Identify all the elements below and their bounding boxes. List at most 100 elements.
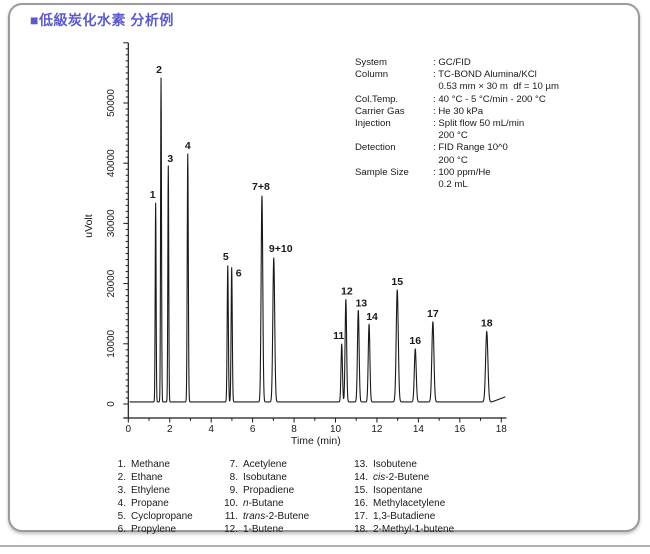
method-info-label: System <box>355 57 387 68</box>
legend-item-number: 16. <box>354 498 368 509</box>
method-info-row: Injection : Split flow 50 mL/min <box>355 118 635 130</box>
legend-item: 12. 1-Butene <box>220 523 309 536</box>
legend-item-name: Propylene <box>131 524 177 535</box>
method-info-row: System : GC/FID <box>355 57 635 69</box>
content-panel <box>8 3 640 532</box>
chromatogram-trace <box>129 77 506 403</box>
peak-label: 7+8 <box>252 181 270 193</box>
legend-item-number: 10. <box>224 498 238 509</box>
peak-label: 1 <box>150 189 156 201</box>
method-info-value: : He 30 kPa <box>433 105 484 117</box>
peak-label: 13 <box>355 297 367 309</box>
method-info-label: Col.Temp. <box>355 93 399 105</box>
legend-item-number: 11. <box>224 511 238 522</box>
legend-item: 4. Propane <box>108 497 193 510</box>
legend-item-name: n-Butane <box>243 498 284 509</box>
peak-label: 9+10 <box>269 243 293 255</box>
y-tick-label: 10000 <box>106 329 117 357</box>
peak-label: 11 <box>333 330 344 342</box>
legend-item-number: 2. <box>117 472 126 483</box>
y-tick-label: 30000 <box>106 209 117 237</box>
peak-label: 12 <box>341 286 353 298</box>
legend-item: 5. Cyclopropane <box>108 510 193 523</box>
y-tick-label: 20000 <box>106 269 117 297</box>
legend-item-name: Ethylene <box>131 485 170 496</box>
x-axis-title: Time (min) <box>291 435 341 447</box>
x-tick-label: 10 <box>330 424 342 435</box>
peak-label: 2 <box>156 64 162 76</box>
peak-label: 6 <box>236 268 242 280</box>
legend-item: 18. 2-Methyl-1-butene <box>350 523 454 536</box>
legend-item: 2. Ethane <box>108 471 193 484</box>
legend-item-number: 15. <box>354 485 368 496</box>
y-tick-label: 0 <box>106 401 117 407</box>
peak-label: 15 <box>391 276 403 288</box>
method-info-value: : Split flow 50 mL/min <box>433 118 525 130</box>
method-info-label: Detection <box>355 142 396 154</box>
method-info-value: : FID Range 10^0 <box>433 142 508 154</box>
y-tick-label: 40000 <box>106 149 117 177</box>
legend-item-name: 1,3-Butadiene <box>373 511 436 522</box>
method-info-value: : 40 °C - 5 °C/min - 200 °C <box>433 93 546 105</box>
method-info-row: Column : TC-BOND Alumina/KCl <box>355 69 635 81</box>
legend-item-name: Ethane <box>131 472 163 483</box>
legend-item-name: Isopentane <box>373 485 423 496</box>
x-tick-label: 0 <box>126 424 132 435</box>
legend-item-name: Methylacetylene <box>373 498 446 509</box>
method-info-row: Sample Size : 100 ppm/He <box>355 167 635 179</box>
legend-item-number: 17. <box>354 511 368 522</box>
legend-item: 3. Ethylene <box>108 484 193 497</box>
legend-item-number: 1. <box>117 459 126 470</box>
method-info-row: 0.2 mL <box>355 179 635 191</box>
peak-label: 18 <box>481 317 493 329</box>
x-tick-label: 18 <box>496 424 508 435</box>
peak-label: 3 <box>167 153 173 165</box>
legend-item-name: 1-Butene <box>243 524 284 535</box>
x-tick-label: 12 <box>371 424 383 435</box>
method-info-row: Carrier Gas: He 30 kPa <box>355 106 635 118</box>
method-info-label: Column <box>355 69 389 81</box>
legend-item-name: Acetylene <box>243 459 287 470</box>
x-tick-label: 14 <box>413 424 425 435</box>
legend-item: 1. Methane <box>108 458 193 471</box>
method-info-panel: System : GC/FID Column : TC-BOND Alumina/KC… <box>355 57 635 191</box>
method-info-value: : TC-BOND Alumina/KCl <box>433 69 537 81</box>
legend-column-2: 7. Acetylene 8. Isobutane 9. Propadiene 10. n-B… <box>220 458 309 536</box>
method-info-value: : 100 ppm/He <box>433 166 491 178</box>
legend-item: 9. Propadiene <box>220 484 309 497</box>
legend-item-number: 7. <box>229 459 238 470</box>
peak-label: 14 <box>366 311 378 323</box>
legend-item-name: Isobutane <box>243 472 287 483</box>
legend-column-3: 13. Isobutene 14. cis-2-Butene 15. Isopentane… <box>350 458 454 536</box>
method-info-label: Injection <box>355 118 391 130</box>
legend-item-number: 5. <box>117 511 126 522</box>
legend-item: 11. trans-2-Butene <box>220 510 309 523</box>
legend-item-name: Propane <box>131 498 169 509</box>
legend-item-name: cis-2-Butene <box>373 472 430 483</box>
method-info-row: 200 °C <box>355 155 635 167</box>
page-title: ■低級炭化水素 分析例 <box>30 12 174 28</box>
method-info-label <box>355 179 433 191</box>
legend-item-name: Methane <box>131 459 170 470</box>
x-tick-label: 6 <box>250 424 256 435</box>
method-info-value: : GC/FID <box>433 57 471 68</box>
peak-label: 16 <box>409 335 421 347</box>
method-info-row: Col.Temp. : 40 °C - 5 °C/min - 200 °C <box>355 94 635 106</box>
legend-item-name: 2-Methyl-1-butene <box>373 524 455 535</box>
legend-item-name: Cyclopropane <box>131 511 193 522</box>
legend-item: 7. Acetylene <box>220 458 309 471</box>
method-info-label: Sample Size <box>355 166 409 178</box>
legend-item: 8. Isobutane <box>220 471 309 484</box>
legend-item-number: 14. <box>354 472 368 483</box>
method-info-value: 200 °C <box>433 130 468 142</box>
peak-label: 4 <box>185 140 191 152</box>
legend-item: 17. 1,3-Butadiene <box>350 510 454 523</box>
legend-item-number: 9. <box>229 485 238 496</box>
peak-label: 17 <box>427 308 439 320</box>
legend-column-1: 1. Methane 2. Ethane 3. Ethylene 4. Propane 5. Cy… <box>108 458 193 536</box>
legend-item: 15. Isopentane <box>350 484 454 497</box>
method-info-row: 200 °C <box>355 130 635 142</box>
method-info-label <box>355 155 433 167</box>
legend-item-number: 3. <box>117 485 126 496</box>
